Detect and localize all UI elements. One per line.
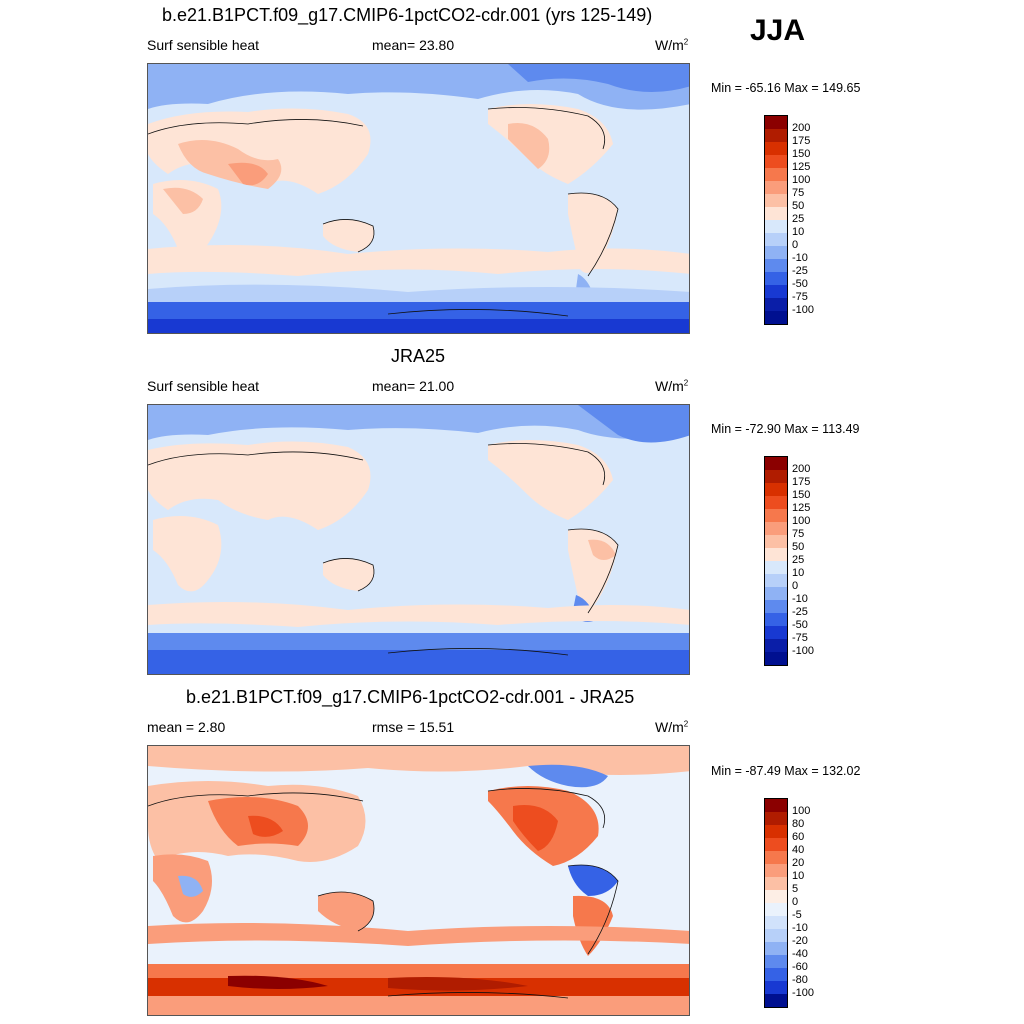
colorbar-label: 175 (792, 135, 811, 147)
panel-1-minmax: Min = -65.16 Max = 149.65 (711, 81, 861, 95)
colorbar-label: 150 (792, 148, 811, 160)
panel-2-title: JRA25 (391, 346, 446, 366)
colorbar-label: 25 (792, 213, 805, 225)
colorbar-label: 0 (792, 580, 799, 592)
panel-3-units: W/m2 (655, 719, 689, 735)
panel-3-colorbar (764, 798, 788, 1008)
colorbar-label: 75 (792, 528, 805, 540)
panel-1-variable-label: Surf sensible heat (147, 37, 260, 53)
colorbar-label: 25 (792, 554, 805, 566)
colorbar-label: 5 (792, 883, 799, 895)
panel-2-minmax: Min = -72.90 Max = 113.49 (711, 422, 860, 436)
colorbar-label: -25 (792, 265, 808, 277)
colorbar-label: -75 (792, 291, 808, 303)
colorbar-label: 50 (792, 200, 805, 212)
panel-3-title: b.e21.B1PCT.f09_g17.CMIP6-1pctCO2-cdr.00… (186, 687, 635, 707)
colorbar-label: -50 (792, 619, 808, 631)
panel-3-rmse-label: rmse = 15.51 (372, 719, 455, 735)
colorbar-label: -10 (792, 922, 808, 934)
colorbar-label: 80 (792, 818, 805, 830)
colorbar-label: 40 (792, 844, 805, 856)
panel-1-colorbar (764, 115, 788, 325)
colorbar-label: 20 (792, 857, 805, 869)
colorbar-label: 150 (792, 489, 811, 501)
colorbar-label: 100 (792, 515, 811, 527)
colorbar-label: -100 (792, 987, 815, 999)
colorbar-label: 100 (792, 805, 811, 817)
colorbar-label: 0 (792, 896, 799, 908)
colorbar-label: -5 (792, 909, 802, 921)
colorbar-label: 50 (792, 541, 805, 553)
colorbar-label: -20 (792, 935, 808, 947)
colorbar-label: 10 (792, 870, 805, 882)
panel-2-mean-label: mean= 21.00 (372, 378, 455, 394)
season-label: JJA (750, 14, 806, 47)
panel-3-mean-label: mean = 2.80 (147, 719, 226, 735)
colorbar-label: -10 (792, 593, 808, 605)
colorbar-label: 75 (792, 187, 805, 199)
colorbar-label: -100 (792, 645, 815, 657)
colorbar-label: -60 (792, 961, 808, 973)
panel-2-map (147, 404, 690, 675)
colorbar-label: 200 (792, 463, 811, 475)
panel-1-units: W/m2 (655, 37, 689, 53)
panel-1-mean-label: mean= 23.80 (372, 37, 455, 53)
colorbar-label: 10 (792, 226, 805, 238)
colorbar-label: 100 (792, 174, 811, 186)
colorbar-label: -10 (792, 252, 808, 264)
panel-2-units: W/m2 (655, 378, 689, 394)
colorbar-label: -50 (792, 278, 808, 290)
panel-3-map (147, 745, 690, 1016)
colorbar-label: 125 (792, 161, 811, 173)
colorbar-label: 60 (792, 831, 805, 843)
panel-2-variable-label: Surf sensible heat (147, 378, 260, 394)
colorbar-label: -80 (792, 974, 808, 986)
colorbar-label: 200 (792, 122, 811, 134)
colorbar-label: -40 (792, 948, 808, 960)
colorbar-label: 0 (792, 239, 799, 251)
colorbar-label: -25 (792, 606, 808, 618)
panel-1-map (147, 63, 690, 334)
colorbar-label: 10 (792, 567, 805, 579)
colorbar-label: -75 (792, 632, 808, 644)
colorbar-label: -100 (792, 304, 815, 316)
panel-3-minmax: Min = -87.49 Max = 132.02 (711, 764, 861, 778)
panel-2-colorbar (764, 456, 788, 666)
colorbar-label: 175 (792, 476, 811, 488)
panel-1-title: b.e21.B1PCT.f09_g17.CMIP6-1pctCO2-cdr.00… (162, 5, 653, 25)
colorbar-label: 125 (792, 502, 811, 514)
